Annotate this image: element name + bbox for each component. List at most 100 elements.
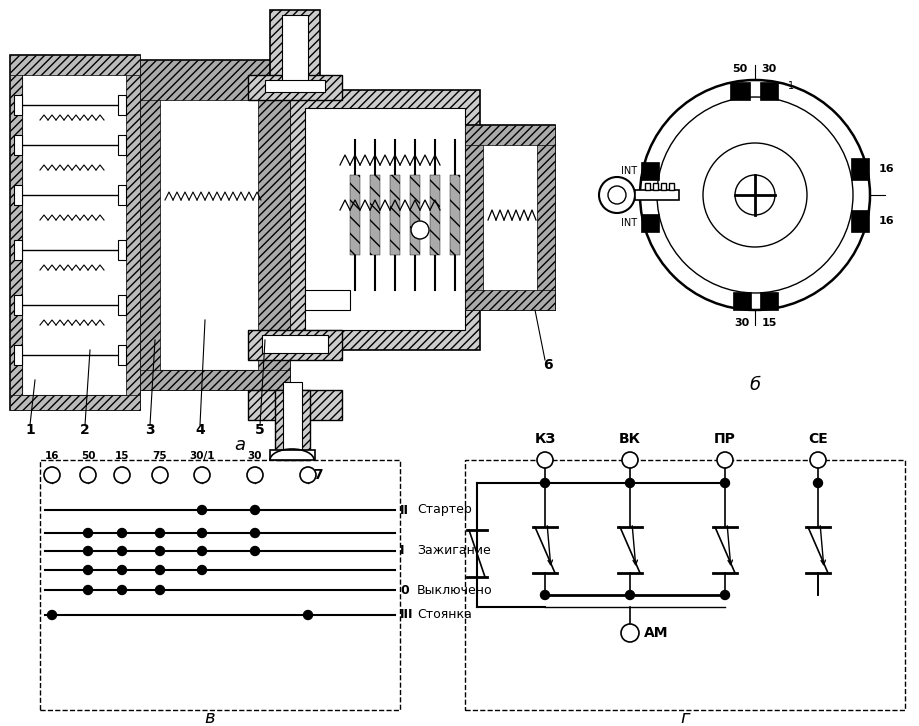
Polygon shape bbox=[248, 75, 342, 100]
Polygon shape bbox=[118, 295, 126, 315]
Polygon shape bbox=[660, 183, 665, 190]
Circle shape bbox=[155, 547, 165, 555]
Circle shape bbox=[621, 452, 637, 468]
Text: 30: 30 bbox=[761, 64, 776, 74]
Polygon shape bbox=[118, 345, 126, 365]
Circle shape bbox=[198, 566, 206, 574]
Text: 7: 7 bbox=[312, 468, 323, 482]
Circle shape bbox=[246, 467, 263, 483]
Polygon shape bbox=[464, 125, 482, 310]
Text: 30: 30 bbox=[247, 451, 262, 461]
Text: INT: INT bbox=[620, 218, 636, 228]
Circle shape bbox=[812, 478, 822, 487]
Text: 75: 75 bbox=[153, 451, 167, 461]
Polygon shape bbox=[22, 70, 128, 395]
Circle shape bbox=[44, 467, 60, 483]
Text: III: III bbox=[400, 608, 413, 621]
Polygon shape bbox=[641, 162, 658, 180]
Text: 4: 4 bbox=[195, 423, 205, 437]
Polygon shape bbox=[464, 125, 554, 145]
Polygon shape bbox=[668, 183, 674, 190]
Text: 16: 16 bbox=[45, 451, 59, 461]
Circle shape bbox=[155, 585, 165, 595]
Text: INT: INT bbox=[620, 166, 636, 176]
Text: 30: 30 bbox=[733, 318, 749, 328]
Text: АМ: АМ bbox=[643, 626, 668, 640]
Circle shape bbox=[540, 478, 549, 487]
Circle shape bbox=[194, 467, 210, 483]
Circle shape bbox=[303, 611, 312, 619]
Polygon shape bbox=[759, 82, 777, 100]
Polygon shape bbox=[729, 82, 749, 100]
Text: Стартер: Стартер bbox=[416, 504, 471, 516]
Text: 15: 15 bbox=[115, 451, 129, 461]
Circle shape bbox=[656, 97, 852, 293]
Polygon shape bbox=[390, 175, 400, 255]
Circle shape bbox=[84, 566, 93, 574]
Text: 3: 3 bbox=[145, 423, 154, 437]
Text: 1: 1 bbox=[25, 423, 35, 437]
Circle shape bbox=[250, 529, 259, 537]
Circle shape bbox=[118, 566, 127, 574]
Circle shape bbox=[809, 452, 825, 468]
Circle shape bbox=[198, 505, 206, 515]
Polygon shape bbox=[369, 175, 380, 255]
Circle shape bbox=[118, 547, 127, 555]
Polygon shape bbox=[118, 240, 126, 260]
Text: ВК: ВК bbox=[618, 432, 641, 446]
Circle shape bbox=[625, 478, 634, 487]
Polygon shape bbox=[449, 175, 460, 255]
Polygon shape bbox=[248, 390, 342, 420]
Circle shape bbox=[250, 505, 259, 515]
Polygon shape bbox=[283, 382, 301, 460]
Polygon shape bbox=[140, 370, 289, 390]
Circle shape bbox=[198, 529, 206, 537]
Circle shape bbox=[84, 529, 93, 537]
Polygon shape bbox=[140, 80, 160, 390]
Circle shape bbox=[598, 177, 634, 213]
Text: Выключено: Выключено bbox=[416, 584, 492, 597]
Polygon shape bbox=[349, 175, 359, 255]
Polygon shape bbox=[732, 292, 750, 310]
Text: 16: 16 bbox=[878, 216, 893, 226]
Text: КЗ: КЗ bbox=[534, 432, 555, 446]
Text: I: I bbox=[400, 544, 404, 558]
Text: 2: 2 bbox=[80, 423, 90, 437]
Polygon shape bbox=[759, 292, 777, 310]
Circle shape bbox=[300, 467, 315, 483]
Polygon shape bbox=[10, 55, 140, 410]
Polygon shape bbox=[265, 80, 324, 92]
Circle shape bbox=[625, 590, 634, 600]
Polygon shape bbox=[464, 290, 554, 310]
Circle shape bbox=[250, 547, 259, 555]
Circle shape bbox=[48, 611, 56, 619]
Polygon shape bbox=[126, 65, 140, 400]
Polygon shape bbox=[140, 60, 289, 100]
Circle shape bbox=[84, 547, 93, 555]
Polygon shape bbox=[14, 185, 22, 205]
Circle shape bbox=[84, 585, 93, 595]
Polygon shape bbox=[269, 10, 320, 90]
Polygon shape bbox=[429, 175, 439, 255]
Polygon shape bbox=[652, 183, 657, 190]
Polygon shape bbox=[10, 55, 22, 410]
Circle shape bbox=[607, 186, 625, 204]
Text: 0: 0 bbox=[400, 584, 408, 597]
Polygon shape bbox=[154, 80, 275, 370]
Circle shape bbox=[716, 452, 732, 468]
Text: 50: 50 bbox=[732, 64, 747, 74]
Polygon shape bbox=[305, 290, 349, 310]
Polygon shape bbox=[480, 140, 539, 295]
Circle shape bbox=[152, 467, 168, 483]
Text: а: а bbox=[234, 436, 245, 454]
Circle shape bbox=[640, 80, 869, 310]
Polygon shape bbox=[289, 90, 480, 350]
Circle shape bbox=[540, 590, 549, 600]
Circle shape bbox=[198, 547, 206, 555]
Circle shape bbox=[720, 590, 729, 600]
Polygon shape bbox=[14, 345, 22, 365]
Text: СЕ: СЕ bbox=[807, 432, 827, 446]
Text: 16: 16 bbox=[878, 164, 893, 174]
Polygon shape bbox=[248, 330, 342, 360]
Circle shape bbox=[620, 624, 639, 642]
